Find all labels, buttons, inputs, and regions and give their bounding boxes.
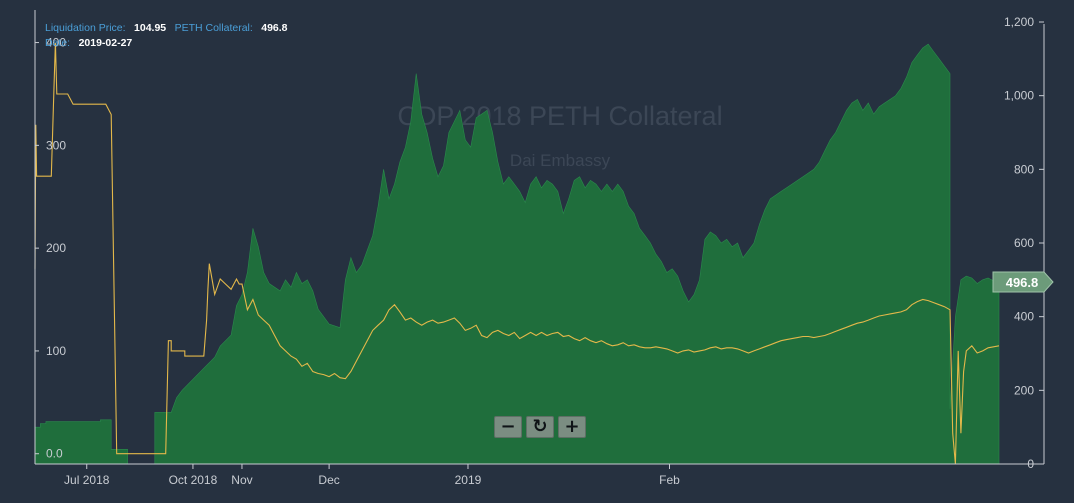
collateral-area — [34, 43, 1000, 465]
x-axis-tick-label: Nov — [231, 473, 252, 487]
x-axis-tick-label: Jul 2018 — [64, 473, 110, 487]
right-axis-tick-label: 200 — [1014, 383, 1034, 397]
x-axis-tick-label: Feb — [659, 473, 680, 487]
left-axis-tick-label: 200 — [46, 241, 66, 255]
peth-collateral-value: 496.8 — [261, 22, 287, 34]
right-axis-tick-label: 800 — [1014, 162, 1034, 176]
current-value-label: 496.8 — [1006, 275, 1039, 290]
x-axis-tick-label: 2019 — [455, 473, 482, 487]
info-panel: Liquidation Price: 104.95 PETH Collatera… — [45, 18, 288, 50]
info-line-1: Liquidation Price: 104.95 PETH Collatera… — [45, 18, 288, 35]
left-axis-tick-label: 100 — [46, 344, 66, 358]
plot-layer — [34, 42, 1000, 465]
minus-icon: − — [500, 416, 516, 437]
liquidation-price-line — [34, 42, 1000, 465]
x-axis-tick-label: Dec — [318, 473, 339, 487]
left-axis-tick-label: 0.0 — [46, 447, 63, 461]
plus-icon: + — [564, 416, 580, 437]
liquidation-price-label: Liquidation Price: — [45, 22, 126, 34]
right-axis-tick-label: 1,200 — [1004, 15, 1034, 29]
current-value-flag-shape — [992, 271, 1054, 293]
right-axis-tick-label: 1,000 — [1004, 89, 1034, 103]
chart-title: CDP 2018 PETH Collateral — [397, 101, 722, 131]
zoom-out-button[interactable]: − — [494, 416, 522, 438]
refresh-icon: ↻ — [532, 416, 548, 437]
date-label: Date: — [45, 37, 70, 49]
liquidation-price-value: 104.95 — [134, 22, 166, 34]
chart-subtitle: Dai Embassy — [510, 151, 611, 170]
info-line-2: Date: 2019-02-27 — [45, 33, 132, 50]
reset-zoom-button[interactable]: ↻ — [526, 416, 554, 438]
zoom-in-button[interactable]: + — [558, 416, 586, 438]
peth-collateral-label: PETH Collateral: — [175, 22, 253, 34]
right-axis-tick-label: 0 — [1027, 457, 1034, 471]
date-value: 2019-02-27 — [79, 37, 133, 49]
right-axis-tick-label: 600 — [1014, 236, 1034, 250]
current-value-flag: 496.8 — [992, 271, 1054, 293]
left-axis-tick-label: 300 — [46, 138, 66, 152]
left-axis-tick-label: 400 — [46, 36, 66, 50]
right-axis-tick-label: 400 — [1014, 310, 1034, 324]
axis-layer: 0.0 100 200 300 400 0 200 400 600 800 1,000 1,200 Ju… — [34, 10, 1045, 487]
x-axis-tick-label: Oct 2018 — [169, 473, 218, 487]
